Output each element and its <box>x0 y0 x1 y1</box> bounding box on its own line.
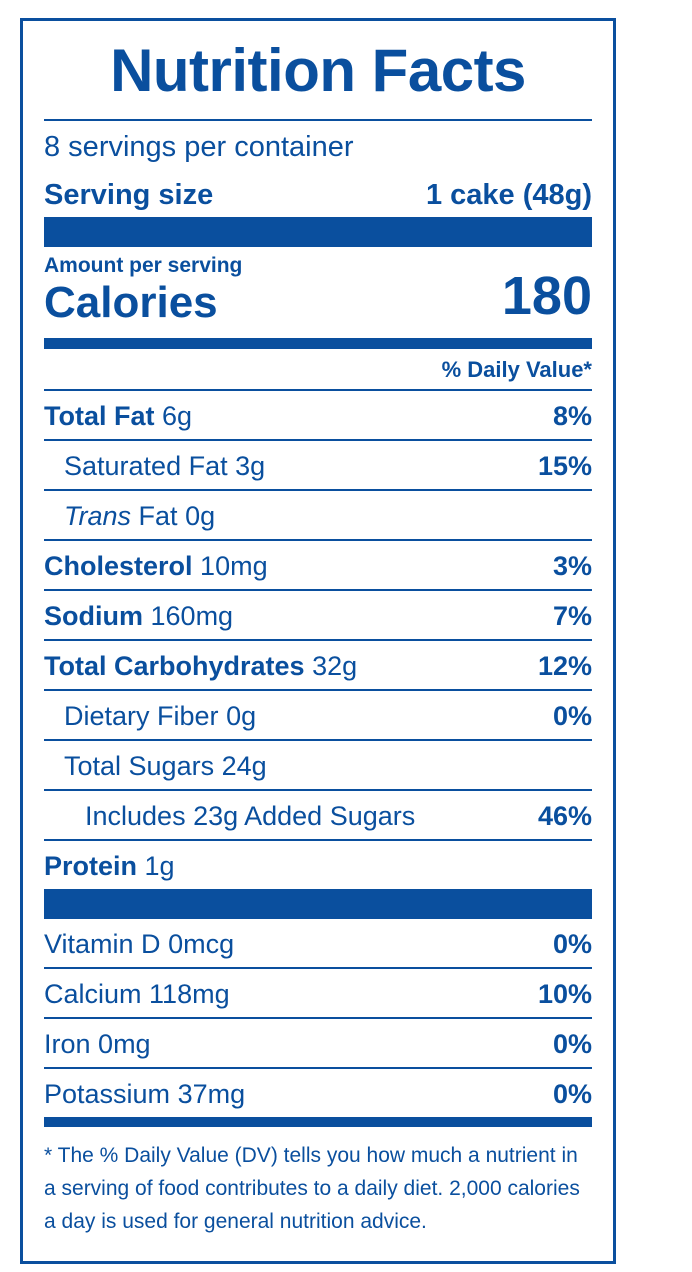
vitamin-name: Calcium <box>44 979 142 1009</box>
calories-value: 180 <box>501 266 592 326</box>
nutrient-row-protein: Protein 1g <box>44 839 592 889</box>
vitamin-dv: 0% <box>552 929 592 959</box>
vitamin-dv: 0% <box>552 1079 592 1109</box>
nutrient-amount: 160mg <box>150 601 234 631</box>
nutrient-row-cholesterol: Cholesterol 10mg 3% <box>44 539 592 589</box>
nutrient-dv: 12% <box>537 651 592 681</box>
thick-divider <box>44 217 592 247</box>
thick-divider <box>44 889 592 919</box>
serving-size-label: Serving size <box>44 179 214 211</box>
nutrient-amount: 1g <box>144 851 175 881</box>
nutrient-row-total-carbohydrates: Total Carbohydrates 32g 12% <box>44 639 592 689</box>
serving-size-value: 1 cake (48g) <box>425 179 592 211</box>
nutrient-dv: 46% <box>537 801 592 831</box>
nutrient-name: Cholesterol <box>44 551 193 581</box>
nutrient-name: Protein <box>44 851 138 881</box>
nutrient-dv: 15% <box>537 451 592 481</box>
nutrient-amount: 0g <box>185 501 216 531</box>
servings-per-container: 8 servings per container <box>44 131 354 163</box>
nutrient-name: Saturated Fat <box>64 451 228 481</box>
nutrition-facts-panel: Nutrition Facts 8 servings per container… <box>20 18 616 1264</box>
vitamin-name: Potassium <box>44 1079 171 1109</box>
nutrient-amount: 24g <box>221 751 267 781</box>
nutrient-name: Total Fat <box>44 401 155 431</box>
label-title: Nutrition Facts <box>110 37 526 104</box>
nutrient-name: Sodium <box>44 601 143 631</box>
nutrient-row-total-sugars: Total Sugars 24g <box>44 739 592 789</box>
vitamin-name: Iron <box>44 1029 91 1059</box>
nutrient-row-added-sugars: Includes 23g Added Sugars 46% <box>44 789 592 839</box>
nutrient-row-sodium: Sodium 160mg 7% <box>44 589 592 639</box>
medium-divider <box>44 338 592 349</box>
amount-per-serving: Amount per serving <box>44 254 243 277</box>
nutrient-dv: 3% <box>552 551 592 581</box>
vitamin-name: Vitamin D <box>44 929 161 959</box>
nutrient-name: Trans <box>64 501 132 531</box>
vitamin-amount: 0mg <box>98 1029 151 1059</box>
nutrient-row-total-fat: Total Fat 6g 8% <box>44 389 592 439</box>
nutrient-amount: 32g <box>312 651 358 681</box>
vitamin-amount: 118mg <box>149 979 230 1009</box>
vitamin-amount: 0mcg <box>168 929 235 959</box>
nutrient-dv: 7% <box>552 601 592 631</box>
vitamin-row-potassium: Potassium 37mg 0% <box>44 1067 592 1117</box>
vitamin-row-calcium: Calcium 118mg 10% <box>44 967 592 1017</box>
nutrient-name: Includes 23g Added Sugars <box>85 801 416 831</box>
vitamin-row-vitamin-d: Vitamin D 0mcg 0% <box>44 919 592 969</box>
nutrient-dv: 8% <box>552 401 592 431</box>
vitamin-dv: 10% <box>537 979 592 1009</box>
nutrient-name: Total Carbohydrates <box>44 651 305 681</box>
vitamin-amount: 37mg <box>177 1079 246 1109</box>
nutrient-dv: 0% <box>552 701 592 731</box>
vitamin-row-iron: Iron 0mg 0% <box>44 1017 592 1067</box>
nutrient-name: Dietary Fiber <box>64 701 219 731</box>
nutrient-amount: 10mg <box>200 551 268 581</box>
vitamin-dv: 0% <box>552 1029 592 1059</box>
divider <box>44 119 592 121</box>
nutrient-row-trans-fat: Trans Fat 0g <box>44 489 592 539</box>
nutrient-amount: 0g <box>226 701 257 731</box>
nutrient-amount: 6g <box>162 401 193 431</box>
medium-divider <box>44 1117 592 1127</box>
nutrient-row-saturated-fat: Saturated Fat 3g 15% <box>44 439 592 489</box>
nutrient-row-dietary-fiber: Dietary Fiber 0g 0% <box>44 689 592 739</box>
daily-value-header: % Daily Value* <box>441 357 592 382</box>
nutrient-amount: 3g <box>235 451 266 481</box>
nutrient-name: Total Sugars <box>64 751 215 781</box>
calories-label: Calories <box>44 278 218 327</box>
nutrient-name-rest: Fat <box>138 501 178 531</box>
daily-value-footnote: * The % Daily Value (DV) tells you how m… <box>44 1144 580 1233</box>
